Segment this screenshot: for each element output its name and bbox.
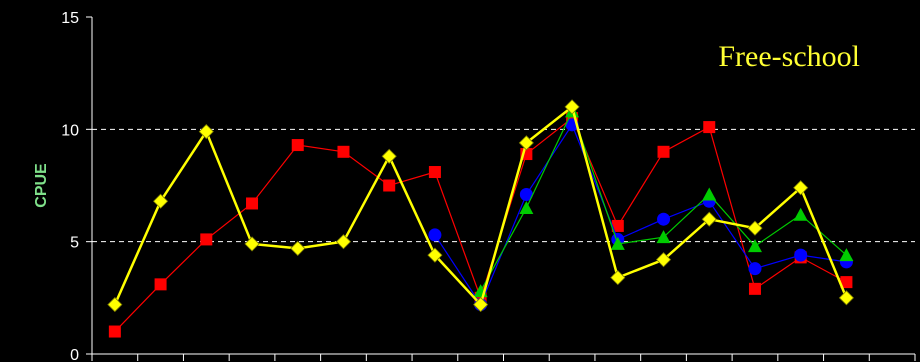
series-diamond [107, 99, 854, 313]
data-point-diamond [290, 240, 306, 256]
data-point-square [657, 145, 670, 158]
data-point-circle [794, 248, 808, 262]
data-point-square [611, 219, 624, 232]
data-point-square [748, 282, 761, 295]
y-tick-labels: 0 5 10 15 [61, 10, 79, 362]
data-point-triangle [656, 230, 671, 244]
data-point-triangle [793, 207, 808, 221]
data-point-triangle [702, 187, 717, 201]
data-point-diamond [838, 290, 854, 306]
data-point-diamond [655, 252, 672, 268]
gridlines [92, 128, 915, 243]
data-point-square [383, 179, 396, 192]
y-tick-label: 5 [70, 235, 79, 252]
data-point-square [291, 139, 304, 152]
data-point-diamond [427, 247, 443, 263]
data-point-diamond [701, 211, 717, 227]
data-point-diamond [107, 297, 123, 313]
data-point-square [154, 278, 167, 291]
y-tick-label: 0 [70, 347, 79, 362]
data-point-triangle [519, 200, 534, 214]
data-point-square [246, 197, 259, 210]
data-series [107, 99, 854, 338]
y-tick-label: 10 [61, 122, 79, 139]
data-point-square [840, 276, 853, 289]
data-point-circle [519, 187, 533, 201]
data-point-diamond [793, 180, 809, 196]
data-point-triangle [610, 236, 625, 250]
data-point-square [703, 121, 716, 134]
data-point-circle [657, 212, 671, 226]
axes [86, 16, 916, 361]
data-point-diamond [381, 148, 397, 164]
data-point-diamond [335, 234, 352, 250]
data-point-circle [748, 262, 762, 276]
series-triangle [473, 104, 854, 298]
data-point-diamond [153, 193, 169, 209]
data-point-diamond [564, 99, 580, 115]
data-point-diamond [244, 236, 260, 252]
data-point-circle [428, 228, 442, 242]
data-point-square [108, 325, 121, 338]
y-axis-label: CPUE [33, 163, 50, 208]
data-point-triangle [839, 248, 854, 262]
data-point-square [200, 233, 213, 246]
y-tick-label: 15 [61, 10, 79, 27]
data-point-diamond [518, 135, 534, 151]
data-point-diamond [198, 124, 214, 140]
data-point-diamond [747, 220, 763, 236]
data-point-square [428, 166, 441, 179]
data-point-square [337, 145, 350, 158]
data-point-diamond [473, 297, 489, 313]
data-point-diamond [610, 270, 626, 286]
data-point-triangle [747, 239, 762, 253]
chart-annotation: Free-school [718, 40, 860, 73]
